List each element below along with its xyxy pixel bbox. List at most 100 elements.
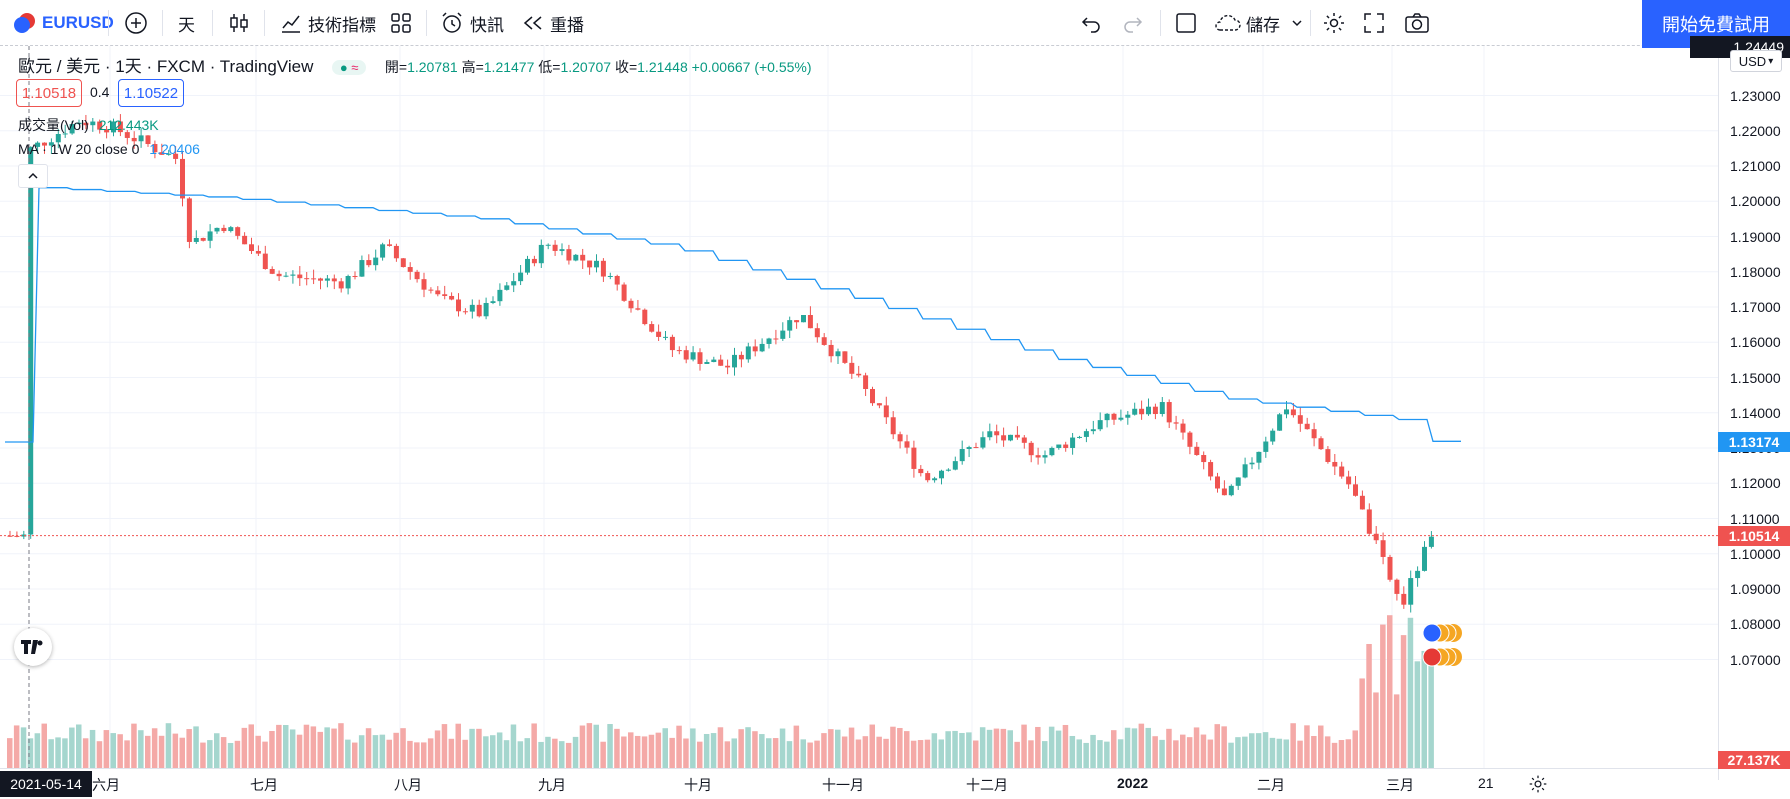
candle-body [1256,451,1262,463]
ohlc-values: 開=1.20781 高=1.21477 低=1.20707 收=1.21448 … [384,59,812,75]
volume-bar [103,730,110,768]
save-button[interactable]: 儲存 [1212,0,1304,46]
candle-body [200,237,206,241]
candle-body [663,336,668,338]
price-label: 1.09000 [1730,581,1781,597]
time-label: 三月 [1386,777,1414,793]
collapse-legend-button[interactable] [18,164,48,188]
candle-body [1228,485,1234,496]
currency-selector[interactable]: USD ▾ [1730,50,1782,72]
market-status-badge[interactable]: ● ≈ [331,60,367,75]
price-label: 1.22000 [1730,122,1781,139]
candle-body [911,447,917,469]
replay-button[interactable]: 重播 [522,0,584,46]
sell-button[interactable]: 1.10518 [16,79,82,107]
volume-bar [600,741,606,768]
candle-body [821,337,827,345]
volume-bar [973,740,979,768]
interval-button[interactable]: 天 [178,15,195,35]
candle-body [1270,430,1276,442]
candle-body [345,275,351,289]
volume-bar [324,727,330,768]
candle-body [435,290,441,295]
compare-button[interactable] [124,0,148,46]
time-label: 八月 [394,777,422,793]
fullscreen-button[interactable] [1363,0,1385,46]
candle-body [1152,406,1158,415]
volume-bar [738,729,744,768]
candle-body [380,244,386,258]
volume-bar [724,741,731,768]
candle-body [752,346,758,352]
us-events-marker[interactable] [1420,646,1464,668]
candle-body [807,315,813,329]
candle-body [311,278,317,280]
candle-body [628,300,634,309]
volume-bar [1311,736,1317,768]
layout-button[interactable] [390,0,412,46]
candle-body [1042,455,1048,458]
indicators-button[interactable]: 技術指標 [280,0,376,46]
ma-label: MA · 1W 20 close 0 [18,141,140,157]
volume-bar [476,728,482,768]
snapshot-button[interactable] [1404,0,1430,46]
fullscreen-toggle-button[interactable] [1175,0,1197,46]
chart-pane[interactable] [0,46,1718,768]
volume-bar [490,735,496,768]
alert-button[interactable]: 快訊 [440,0,504,46]
divider [108,10,109,36]
price-label: 1.18000 [1730,263,1781,280]
volume-bar [572,736,579,768]
price-label: 1.21000 [1730,158,1781,174]
volume-bar [82,738,89,768]
volume-bar [386,739,392,768]
candle-body [1373,533,1379,541]
candle-body [1415,570,1421,579]
volume-bar [552,738,558,768]
redo-button[interactable] [1122,0,1144,46]
volume-bar [1042,741,1048,768]
axis-settings-button[interactable] [1528,774,1550,796]
volume-bar [683,738,689,768]
candle-body [1359,495,1365,510]
volume-bar [117,734,123,768]
buy-button[interactable]: 1.10522 [118,79,184,107]
settings-button[interactable] [1322,0,1346,46]
candle-body [1353,484,1358,496]
candle-body [48,142,54,146]
volume-bar [289,729,296,768]
candle-body [1208,462,1214,477]
candle-body [959,449,965,462]
price-axis[interactable] [1718,46,1790,780]
candle-body [635,308,641,310]
candle-body [497,289,503,302]
volume-bar [434,730,441,768]
price-label: 1.08000 [1730,616,1781,633]
volume-bar [13,725,20,768]
ma-price-tag: 1.13174 [1718,431,1790,452]
volume-bar [1166,728,1172,768]
candle-body [1284,409,1289,415]
volume-bar [1186,737,1193,768]
volume-bar [1193,727,1200,768]
chart-type-button[interactable] [228,0,250,46]
candle-body [1173,422,1179,424]
volume-bar [283,725,289,768]
candle-body [124,132,130,138]
tradingview-logo[interactable] [14,628,52,666]
ma-line [5,187,1461,443]
candle-body [21,534,27,537]
candle-body [1380,540,1386,557]
eu-events-marker[interactable] [1420,622,1464,644]
candle-body [766,338,772,344]
volume-bar [1021,724,1027,768]
grid-icon [391,13,411,33]
time-axis[interactable] [0,768,1718,799]
undo-button[interactable] [1080,0,1102,46]
symbol-search-button[interactable]: EURUSD [14,0,114,46]
volume-bar [1159,739,1165,768]
candle-body [738,354,744,360]
candle-body [1235,477,1241,486]
volume-bar [1345,739,1352,768]
candle-body [1035,455,1041,458]
